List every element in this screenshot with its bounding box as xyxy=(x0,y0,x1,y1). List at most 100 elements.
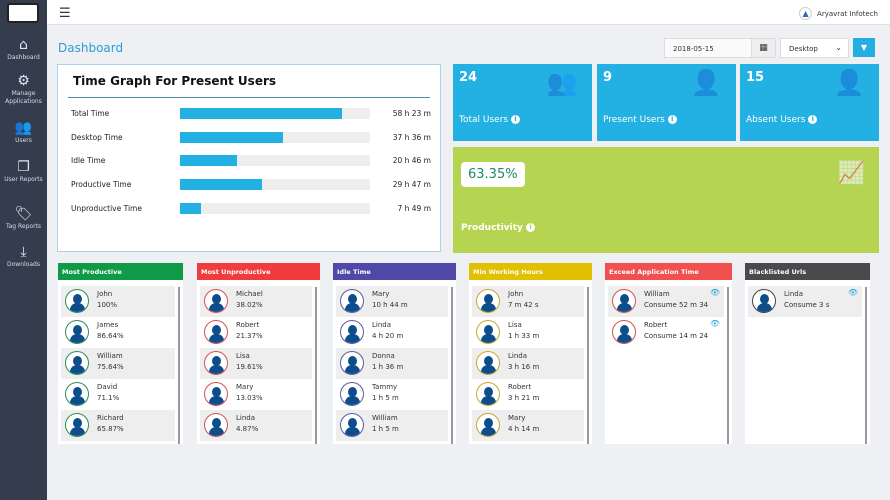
user-value: 86.64% xyxy=(97,332,124,340)
card-list: John 7 m 42 s Lisa 1 h 33 m Linda 3 h 16 m Rob… xyxy=(472,286,584,441)
sidebar-item-tag-reports[interactable]: 🏷 Tag Reports xyxy=(0,205,47,231)
sidebar: ⌂ Dashboard ⚙ Manage Applications 👥 Users ❐… xyxy=(0,0,47,500)
eye-icon[interactable]: 👁 xyxy=(709,288,720,297)
list-item[interactable]: Mary 4 h 14 m xyxy=(472,410,584,441)
stat-value: 15 xyxy=(746,70,765,85)
list-item[interactable]: David 71.1% xyxy=(61,379,175,410)
stat-value: 9 xyxy=(603,70,613,85)
scrollbar[interactable] xyxy=(587,287,589,444)
time-row: Unproductive Time 7 h 49 m xyxy=(71,202,431,216)
progress-fill xyxy=(180,179,262,191)
calendar-icon[interactable]: ▦ xyxy=(751,39,775,57)
list-item[interactable]: William 75.64% xyxy=(61,348,175,379)
time-value: 37 h 36 m xyxy=(392,132,431,142)
scrollbar[interactable] xyxy=(178,287,180,444)
list-item[interactable]: Mary 10 h 44 m xyxy=(336,286,448,317)
avatar xyxy=(476,351,500,375)
list-item[interactable]: Linda 3 h 16 m xyxy=(472,348,584,379)
app-logo[interactable] xyxy=(7,3,39,23)
scrollbar[interactable] xyxy=(727,287,729,444)
sidebar-item-manage-applications[interactable]: ⚙ Manage Applications xyxy=(0,72,47,106)
list-item[interactable]: Robert 3 h 21 m xyxy=(472,379,584,410)
eye-icon[interactable]: 👁 xyxy=(709,319,720,328)
stat-label: Total Users i xyxy=(459,115,520,125)
time-value: 7 h 49 m xyxy=(397,203,431,213)
list-item[interactable]: James 86.64% xyxy=(61,317,175,348)
time-graph-title: Time Graph For Present Users xyxy=(73,74,277,88)
avatar xyxy=(204,382,228,406)
sidebar-item-users[interactable]: 👥 Users xyxy=(0,119,47,145)
sidebar-item-user-reports[interactable]: ❐ User Reports xyxy=(0,158,47,184)
list-item[interactable]: Richard 65.87% xyxy=(61,410,175,441)
time-value: 58 h 23 m xyxy=(392,109,431,118)
scrollbar[interactable] xyxy=(315,287,317,444)
stat-card[interactable]: 15 👤 Absent Users i xyxy=(740,64,879,141)
info-icon[interactable]: i xyxy=(510,115,520,124)
list-card: Most Unproductive Michael 38.02% Robert 21.3… xyxy=(197,263,320,444)
user-name: William xyxy=(97,352,123,360)
avatar xyxy=(65,413,89,437)
user-value: 7 m 42 s xyxy=(508,301,539,309)
user-value: 65.87% xyxy=(97,425,124,433)
scrollbar[interactable] xyxy=(865,287,867,444)
list-item[interactable]: Robert 21.37% xyxy=(200,317,312,348)
list-item[interactable]: Tammy 1 h 5 m xyxy=(336,379,448,410)
avatar xyxy=(476,413,500,437)
list-item[interactable]: Mary 13.03% xyxy=(200,379,312,410)
list-card: Min Working Hours John 7 m 42 s Lisa 1 h 33 … xyxy=(469,263,592,444)
filter-button[interactable]: ▼ xyxy=(853,38,875,57)
user-name: Michael xyxy=(236,290,263,298)
user-value: 1 h 5 m xyxy=(372,394,399,402)
user-value: Consume 3 s xyxy=(784,301,830,309)
card-header: Blacklisted Urls xyxy=(745,263,870,280)
sidebar-item-dashboard[interactable]: ⌂ Dashboard xyxy=(0,36,47,62)
user-icon: 👤 xyxy=(690,68,722,97)
productivity-card: 63.35% Productivity i 📈 xyxy=(453,147,879,253)
list-item[interactable]: Michael 38.02% xyxy=(200,286,312,317)
chevron-down-icon: ⌄ xyxy=(835,43,842,52)
progress-track xyxy=(180,108,370,119)
list-item[interactable]: John 7 m 42 s xyxy=(472,286,584,317)
scrollbar[interactable] xyxy=(451,287,453,444)
user-name: Linda xyxy=(508,352,528,360)
user-name: Lisa xyxy=(236,352,250,360)
avatar xyxy=(65,351,89,375)
company-brand[interactable]: ▲ Aryavrat Infotech xyxy=(799,7,878,20)
time-value: 29 h 47 m xyxy=(392,180,431,190)
user-name: James xyxy=(97,321,119,329)
progress-fill xyxy=(180,108,342,119)
avatar xyxy=(340,351,364,375)
user-value: 71.1% xyxy=(97,394,120,402)
avatar xyxy=(65,382,89,406)
time-label: Desktop Time xyxy=(71,132,123,142)
stat-card[interactable]: 24 👥 Total Users i xyxy=(453,64,592,141)
card-header: Min Working Hours xyxy=(469,263,592,280)
card-list: John 100% James 86.64% William 75.64% David 71.… xyxy=(61,286,175,441)
card-header: Exceed Application Time xyxy=(605,263,732,280)
time-label: Idle Time xyxy=(71,156,106,166)
info-icon[interactable]: i xyxy=(526,223,536,232)
list-item[interactable]: Linda Consume 3 s 👁 xyxy=(748,286,862,317)
avatar xyxy=(612,320,636,344)
list-item[interactable]: William Consume 52 m 34 👁 xyxy=(608,286,724,317)
info-icon[interactable]: i xyxy=(808,115,818,124)
progress-track xyxy=(180,155,370,167)
info-icon[interactable]: i xyxy=(667,115,677,124)
list-item[interactable]: Linda 4.87% xyxy=(200,410,312,441)
trend-chart-icon: 📈 xyxy=(837,161,865,186)
hamburger-menu-icon[interactable]: ☰ xyxy=(59,6,71,21)
list-item[interactable]: John 100% xyxy=(61,286,175,317)
list-item[interactable]: William 1 h 5 m xyxy=(336,410,448,441)
list-item[interactable]: Robert Consume 14 m 24 👁 xyxy=(608,317,724,348)
list-item[interactable]: Donna 1 h 36 m xyxy=(336,348,448,379)
list-item[interactable]: Linda 4 h 20 m xyxy=(336,317,448,348)
list-item[interactable]: Lisa 19.61% xyxy=(200,348,312,379)
avatar xyxy=(612,289,636,313)
sidebar-item-downloads[interactable]: ⤓ Downloads xyxy=(0,243,47,269)
eye-icon[interactable]: 👁 xyxy=(847,288,858,297)
device-select[interactable]: Desktop ⌄ xyxy=(780,38,849,58)
progress-track xyxy=(180,131,370,143)
date-picker[interactable]: 2018-05-15 ▦ xyxy=(664,38,776,58)
list-item[interactable]: Lisa 1 h 33 m xyxy=(472,317,584,348)
stat-card[interactable]: 9 👤 Present Users i xyxy=(597,64,736,141)
